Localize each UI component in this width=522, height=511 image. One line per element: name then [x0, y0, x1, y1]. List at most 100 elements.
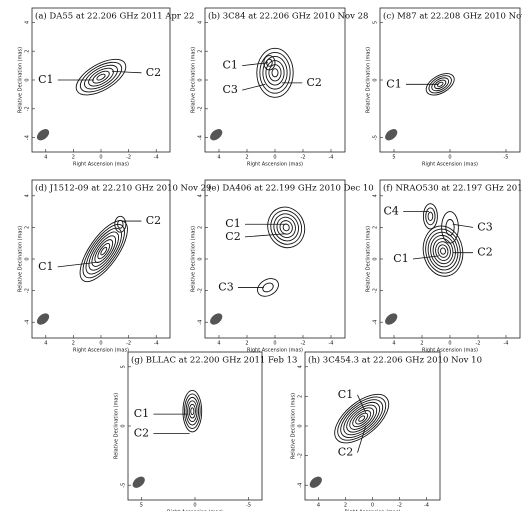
y-axis-label: Relative Declination (mas) [191, 226, 197, 292]
contour [85, 227, 122, 275]
component-label: C3 [477, 220, 492, 233]
y-tick-label: 4 [25, 21, 31, 24]
contour [422, 225, 464, 277]
contour [97, 243, 111, 260]
y-tick-label: -4 [25, 320, 31, 325]
contour [340, 399, 384, 438]
contour [425, 228, 461, 274]
x-axis-label: Right Ascension (mas) [247, 348, 303, 354]
beam [210, 313, 223, 325]
panel-title: (g) BLLAC at 22.200 GHz 2011 Feb 13 [131, 355, 297, 366]
contour [117, 219, 124, 229]
panel: (h) 3C454.3 at 22.206 GHz 2010 Nov 10 4 2 0… [291, 351, 482, 511]
panel-title: (h) 3C454.3 at 22.206 GHz 2010 Nov 10 [308, 355, 482, 366]
y-axis-label: Relative Declination (mas) [18, 47, 24, 113]
y-tick-label: -5 [373, 135, 379, 140]
component-label: C4 [383, 205, 398, 218]
x-tick-label: 4 [217, 155, 220, 161]
x-tick-label: 4 [392, 341, 395, 347]
component-label: C2 [338, 446, 353, 459]
x-tick-label: -4 [329, 155, 334, 161]
x-tick-label: 0 [193, 503, 196, 509]
x-tick-label: 4 [44, 155, 47, 161]
contour [263, 55, 276, 71]
x-axis-label: Right Ascension (mas) [167, 510, 223, 511]
contour [436, 81, 444, 87]
leader-line [412, 255, 439, 260]
contour [92, 70, 110, 84]
contour [257, 278, 279, 297]
panel: (c) M87 at 22.208 GHz 2010 Nov 04 5 0 -5 5 0 -… [366, 7, 522, 168]
x-tick-label: 5 [140, 503, 143, 509]
x-tick-label: -2 [476, 341, 481, 347]
contour [75, 58, 127, 96]
component-label: C2 [146, 214, 161, 227]
x-tick-label: 0 [99, 341, 102, 347]
contour [352, 410, 372, 428]
y-axis-label: Relative Declination (mas) [291, 393, 297, 459]
x-tick-label: -2 [126, 155, 131, 161]
beam [36, 313, 50, 325]
y-tick-label: -4 [198, 320, 204, 325]
y-tick-label: 2 [373, 226, 379, 229]
x-axis-label: Right Ascension (mas) [73, 348, 129, 354]
panel: (g) BLLAC at 22.200 GHz 2011 Feb 13 5 0 -5 5… [114, 351, 297, 511]
component-label: C2 [146, 66, 161, 79]
y-tick-label: 4 [198, 21, 204, 24]
contour [114, 215, 127, 233]
component-label: C2 [225, 230, 240, 243]
contour [79, 61, 123, 93]
panel: (f) NRAO530 at 22.197 GHz 2010 Nov 11 4 2 0… [366, 179, 522, 354]
component-label: C1 [386, 77, 401, 90]
y-tick-label: 5 [373, 21, 379, 24]
contour [441, 211, 459, 244]
y-tick-label: -4 [198, 135, 204, 140]
y-tick-label: -4 [373, 320, 379, 325]
contour [437, 244, 449, 258]
y-axis-label: Relative Declination (mas) [366, 226, 372, 292]
x-tick-label: 2 [344, 503, 347, 509]
x-axis-label: Right Ascension (mas) [73, 162, 129, 168]
panel-title: (f) NRAO530 at 22.197 GHz 2010 Nov 11 [383, 183, 522, 194]
x-tick-label: -4 [504, 341, 509, 347]
x-tick-label: 0 [273, 155, 276, 161]
x-tick-label: -2 [301, 341, 306, 347]
leader-line [242, 83, 266, 91]
component-label: C3 [222, 83, 237, 96]
x-tick-label: 0 [448, 155, 451, 161]
plot-frame [204, 7, 346, 153]
contour [276, 216, 296, 238]
contour [88, 231, 119, 271]
leader-line [112, 70, 142, 74]
leader-line [57, 261, 99, 268]
y-tick-label: 0 [373, 78, 379, 81]
y-tick-label: -5 [121, 483, 127, 488]
contour [88, 67, 114, 87]
contour [182, 390, 203, 433]
y-tick-label: 0 [198, 78, 204, 81]
component-label: C1 [38, 260, 53, 273]
x-tick-label: 4 [217, 341, 220, 347]
leader-line [357, 425, 367, 453]
contour [358, 415, 366, 422]
contour [422, 203, 438, 230]
leader-line [452, 223, 474, 228]
beam [385, 129, 398, 141]
contour [428, 75, 452, 94]
x-axis-label: Right Ascension (mas) [422, 348, 478, 354]
x-tick-label: 2 [420, 341, 423, 347]
x-tick-label: 2 [245, 155, 248, 161]
y-tick-label: 2 [298, 395, 304, 398]
component-label: C1 [393, 252, 408, 265]
x-tick-label: -5 [246, 503, 251, 509]
contour [273, 213, 299, 242]
contour [100, 246, 108, 256]
y-tick-label: 0 [298, 424, 304, 427]
x-tick-label: -4 [154, 341, 159, 347]
y-tick-label: 2 [198, 226, 204, 229]
contour [427, 211, 434, 222]
y-tick-label: 0 [25, 78, 31, 81]
x-tick-label: -4 [424, 503, 429, 509]
y-tick-label: 0 [373, 257, 379, 260]
y-axis-label: Relative Declination (mas) [18, 226, 24, 292]
